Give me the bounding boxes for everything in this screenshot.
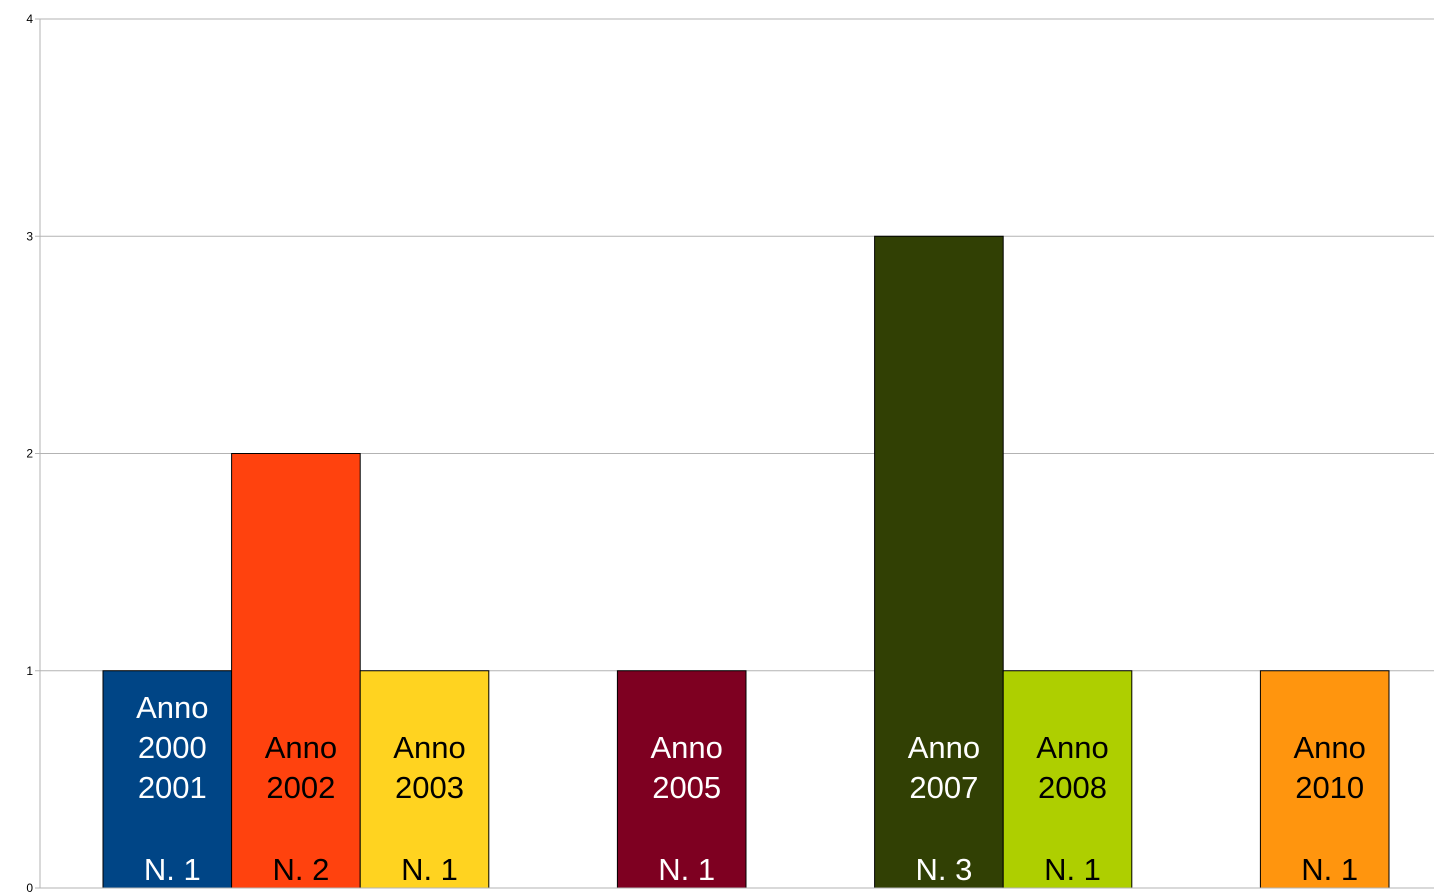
bar-category-label: 2003 (395, 770, 464, 805)
bar-category-label: Anno (393, 730, 465, 765)
bar-count-label: N. 1 (401, 852, 458, 887)
bar-category-label: 2008 (1038, 770, 1107, 805)
bar-category-label: Anno (1293, 730, 1365, 765)
bar-category-label: 2010 (1295, 770, 1364, 805)
bar-category-label: 2002 (266, 770, 335, 805)
bar-labels: Anno 2000 2001 N. 1 Anno 2002 N. 2 Anno 2003 N. 1… (136, 690, 1366, 887)
bar-category-label: Anno (1036, 730, 1108, 765)
bar (874, 235, 1004, 889)
bar-count-label: N. 1 (144, 852, 201, 887)
bar-category-label: 2000 (138, 730, 207, 765)
bars (102, 235, 1390, 889)
bar (102, 670, 233, 889)
y-tick-label: 4 (26, 12, 33, 26)
bar (616, 670, 747, 889)
bar-count-label: N. 1 (1044, 852, 1101, 887)
bar-category-label: Anno (136, 690, 208, 725)
y-tick-label: 3 (26, 229, 33, 243)
bar-count-label: N. 1 (658, 852, 715, 887)
bar-category-label: Anno (265, 730, 337, 765)
bar-count-label: N. 1 (1301, 852, 1358, 887)
bar-category-label: Anno (908, 730, 980, 765)
bar-category-label: Anno (650, 730, 722, 765)
bar-category-label: 2005 (652, 770, 721, 805)
y-tick-label: 1 (26, 664, 33, 678)
bar (359, 670, 490, 889)
axes (35, 18, 1434, 889)
y-tick-label: 0 (26, 881, 33, 895)
bar (1002, 670, 1133, 889)
bar (231, 453, 361, 889)
bar (1259, 670, 1390, 889)
bar-category-label: 2007 (909, 770, 978, 805)
y-axis-tick-labels: 0 1 2 3 4 (26, 12, 33, 895)
bar-count-label: N. 2 (272, 852, 329, 887)
bar-category-label: 2001 (138, 770, 207, 805)
y-tick-label: 2 (26, 447, 33, 461)
bar-count-label: N. 3 (915, 852, 972, 887)
